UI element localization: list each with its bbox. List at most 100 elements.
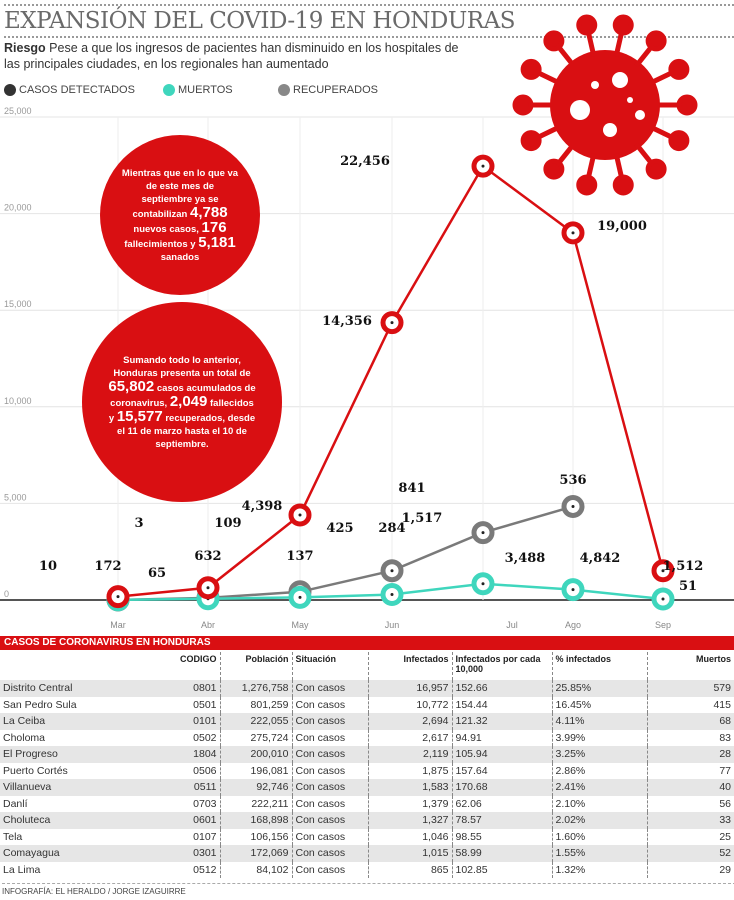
- table-cell: El Progreso: [0, 746, 150, 763]
- legend-cases: CASOS DETECTADOS: [4, 84, 135, 96]
- table-cell: 2.02%: [551, 812, 647, 829]
- table-cell: 105.94: [451, 746, 552, 763]
- table-cell: 62.06: [451, 795, 552, 812]
- table-cell: 1.60%: [551, 828, 647, 845]
- table-cell: 106,156: [219, 828, 292, 845]
- col-infected: Infectados: [367, 652, 452, 680]
- data-point-center: [481, 582, 485, 586]
- table-cell: 1,583: [367, 779, 452, 796]
- table-cell: 0301: [150, 845, 220, 862]
- table-row: Comayagua 0301 172,069 Con casos 1,015 58.99 1…: [0, 845, 734, 862]
- x-tick-label: Jun: [385, 620, 400, 630]
- table-cell: Con casos: [291, 680, 368, 697]
- table-cell: 78.57: [451, 812, 552, 829]
- table-cell: 2.41%: [551, 779, 647, 796]
- table-cell: 415: [646, 696, 734, 713]
- table-cell: 1,379: [367, 795, 452, 812]
- data-label: 137: [286, 549, 313, 564]
- table-cell: 121.32: [451, 713, 552, 730]
- data-label: 1,517: [402, 511, 443, 526]
- line-chart: 0 5,000 10,000 15,000 20,000 25,000 Mar Abr May J…: [0, 106, 734, 630]
- table-cell: Comayagua: [0, 845, 150, 862]
- y-tick-label: 20,000: [4, 203, 32, 213]
- x-tick-label: Ago: [565, 620, 581, 630]
- table-cell: 1,327: [367, 812, 452, 829]
- lead: Riesgo: [4, 41, 46, 55]
- table-cell: 222,211: [219, 795, 292, 812]
- table-row: San Pedro Sula 0501 801,259 Con casos 10,772…: [0, 696, 734, 713]
- y-tick-label: 25,000: [4, 106, 32, 116]
- table-cell: Danlí: [3, 797, 28, 810]
- table-cell: Con casos: [291, 713, 368, 730]
- legend-recovered: RECUPERADOS: [278, 84, 378, 96]
- table-row: La Ceiba 0101 222,055 Con casos 2,694 121.32 4…: [0, 713, 734, 730]
- table-row: Puerto Cortés 0506 196,081 Con casos 1,875 15…: [0, 762, 734, 779]
- table-cell: 865: [367, 861, 452, 878]
- table-cell: Tela: [3, 830, 23, 843]
- table-cell: 152.66: [451, 680, 552, 697]
- table-cell: Con casos: [291, 746, 368, 763]
- y-tick-label: 5,000: [4, 492, 27, 502]
- table-cell: Con casos: [291, 696, 368, 713]
- table-cell: 0107: [193, 830, 217, 843]
- table-cell: Con casos: [291, 779, 368, 796]
- table-cell: Puerto Cortés: [3, 764, 68, 777]
- data-label: 19,000: [597, 219, 647, 234]
- data-point-center: [571, 231, 575, 235]
- table-cell: 1.32%: [551, 861, 647, 878]
- table-cell: 0703: [193, 797, 217, 810]
- table-cell: 222,055: [219, 713, 292, 730]
- data-label: 22,456: [340, 154, 390, 169]
- data-point-center: [390, 321, 394, 325]
- table-cell: Con casos: [291, 845, 368, 862]
- data-label: 4,398: [242, 499, 283, 514]
- table-cell: Con casos: [291, 828, 368, 845]
- table-cell: Choluteca: [0, 812, 150, 829]
- table-cell: 25.85%: [551, 680, 647, 697]
- legend-dot: [4, 84, 16, 96]
- table-row: Tela 0107 106,156 Con casos 1,046 98.55 1.60% 2…: [0, 828, 734, 845]
- table-cell: 275,724: [219, 729, 292, 746]
- y-tick-label: 15,000: [4, 299, 32, 309]
- data-label: 284: [378, 521, 405, 536]
- table-cell: Distrito Central: [0, 680, 150, 697]
- x-tick-label: Mar: [110, 620, 126, 630]
- legend-label: CASOS DETECTADOS: [19, 84, 135, 96]
- table-header: CODIGO Población Situación Infectados In…: [0, 652, 734, 680]
- table-cell: 102.85: [451, 861, 552, 878]
- table-cell: 68: [646, 713, 734, 730]
- data-label: 10: [39, 559, 57, 574]
- table-cell: 2,617: [367, 729, 452, 746]
- table-cell: 2,694: [367, 713, 452, 730]
- data-point-center: [481, 531, 485, 535]
- virus-icon: [512, 14, 698, 196]
- table-cell: 29: [646, 861, 734, 878]
- table-cell: 170.68: [451, 779, 552, 796]
- table-cell: 0801: [150, 680, 220, 697]
- table-cell: 98.55: [451, 828, 552, 845]
- table-row: Choluteca 0601 168,898 Con casos 1,327 78.57 2…: [0, 812, 734, 829]
- table-cell: La Ceiba: [0, 713, 150, 730]
- table-cell: 40: [646, 779, 734, 796]
- table-cell: 2.10%: [551, 795, 647, 812]
- table-cell: 0501: [193, 698, 217, 711]
- page-title: EXPANSIÓN DEL COVID-19 EN HONDURAS: [4, 4, 734, 38]
- table-cell: 28: [646, 746, 734, 763]
- table-cell: 1,276,758: [219, 680, 292, 697]
- table-cell: 16,957: [367, 680, 452, 697]
- table-cell: 0502: [193, 731, 217, 744]
- table-cell: 0601: [150, 812, 220, 829]
- table-cell: La Lima: [3, 863, 41, 876]
- table-cell: 77: [646, 762, 734, 779]
- data-label: 841: [398, 481, 425, 496]
- table-cell: 0512: [193, 863, 217, 876]
- y-tick-label: 10,000: [4, 396, 32, 406]
- col-status: Situación: [291, 652, 368, 680]
- table-cell: Con casos: [291, 729, 368, 746]
- x-tick-label: Sep: [655, 620, 671, 630]
- table-cell: 579: [646, 680, 734, 697]
- credit: INFOGRAFÍA: EL HERALDO / JORGE IZAGUIRRE: [2, 883, 734, 896]
- data-label: 632: [194, 549, 221, 564]
- table-row: Villanueva 0511 92,746 Con casos 1,583 170.68…: [0, 779, 734, 796]
- table-cell: Con casos: [291, 762, 368, 779]
